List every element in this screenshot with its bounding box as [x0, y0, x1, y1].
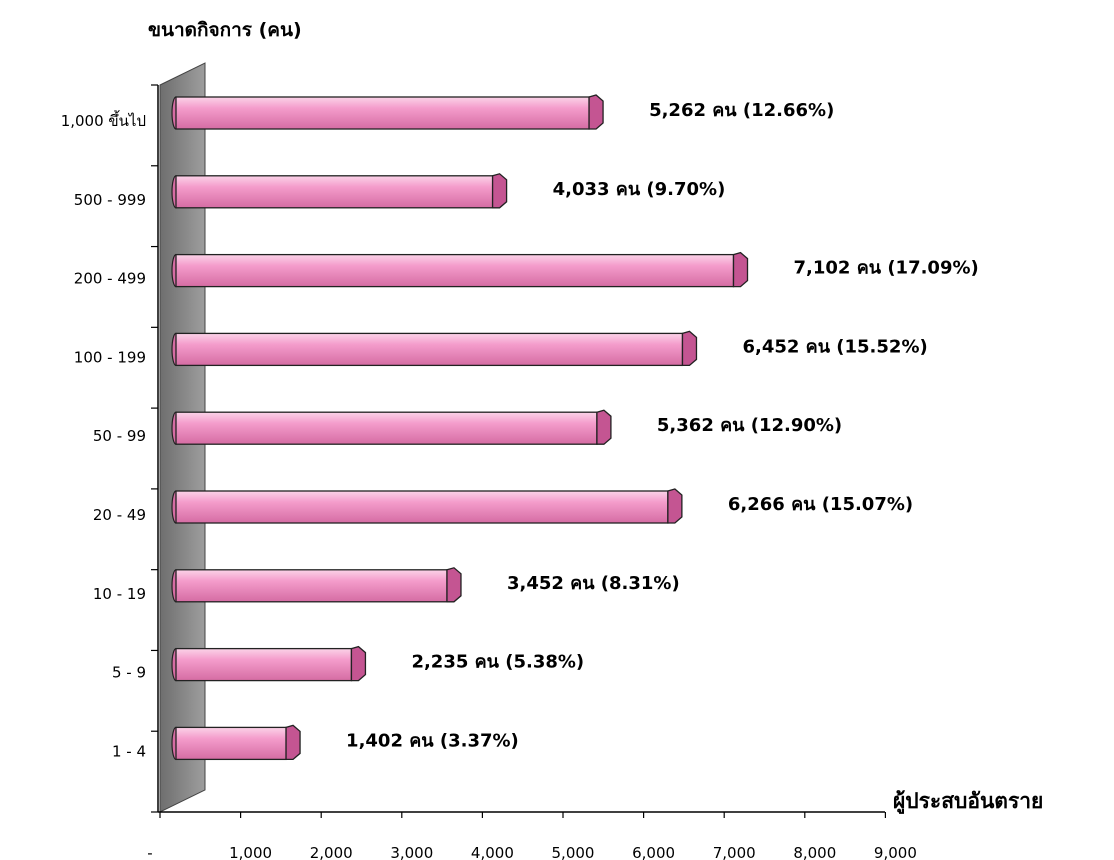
bar-end-cap	[491, 173, 508, 209]
data-label: 4,033 คน (9.70%)	[553, 179, 726, 200]
y-tick-label: 10 - 19	[93, 585, 146, 603]
data-label: 2,235 คน (5.38%)	[411, 652, 584, 673]
x-tick-label: 9,000	[874, 844, 917, 860]
bar	[175, 569, 448, 603]
x-tick-label: 6,000	[632, 844, 675, 860]
bar-end-cap	[446, 567, 462, 603]
bar	[175, 96, 590, 130]
data-label: 5,362 คน (12.90%)	[657, 415, 842, 436]
y-tick-label: 1 - 4	[112, 742, 146, 760]
data-label: 1,402 คน (3.37%)	[346, 730, 519, 751]
bar	[175, 726, 287, 761]
bar-end-cap	[732, 251, 749, 288]
bar-end-cap	[588, 94, 604, 130]
bar-end-cap	[681, 330, 698, 367]
data-label: 7,102 คน (17.09%)	[794, 258, 979, 279]
bar	[175, 332, 684, 367]
x-tick-label: 3,000	[390, 844, 433, 860]
y-tick-label: 5 - 9	[112, 664, 146, 682]
x-tick-label: -	[147, 844, 152, 860]
y-tick-label: 1,000 ขึ้นไป	[61, 110, 146, 130]
bar	[175, 175, 494, 209]
x-tick-label: 7,000	[713, 844, 756, 860]
bar	[175, 253, 735, 288]
data-label: 6,452 คน (15.52%)	[742, 336, 927, 357]
x-axis-ticks: - 1,000 2,000 3,000 4,000 5,000 6,000 7,000 8,00…	[147, 812, 917, 860]
x-tick-label: 4,000	[471, 844, 514, 860]
y-axis-ticks	[151, 84, 158, 813]
bar	[175, 490, 669, 524]
data-label: 6,266 คน (15.07%)	[728, 494, 913, 515]
bar-end-cap	[285, 724, 301, 761]
y-axis-title: ขนาดกิจการ (คน)	[148, 19, 302, 41]
x-tick-label: 1,000	[229, 844, 272, 860]
data-label: 5,262 คน (12.66%)	[649, 100, 834, 121]
data-label: 3,452 คน (8.31%)	[507, 573, 680, 594]
bar-end-cap	[596, 409, 612, 445]
y-tick-label: 200 - 499	[74, 270, 146, 288]
x-axis-title: ผู้ประสบอันตราย	[893, 789, 1043, 815]
y-tick-label: 50 - 99	[93, 427, 146, 445]
bar	[175, 647, 353, 682]
y-tick-label: 100 - 199	[74, 348, 146, 366]
bar-series: 1,000 ขึ้นไป 5,262 คน (12.66%) 500 - 999 4,…	[61, 94, 979, 761]
y-tick-label: 500 - 999	[74, 191, 146, 209]
bar	[175, 411, 598, 445]
x-tick-label: 8,000	[793, 844, 836, 860]
bar-end-cap	[350, 645, 367, 682]
x-tick-label: 5,000	[552, 844, 595, 860]
x-tick-label: 2,000	[310, 844, 353, 860]
y-tick-label: 20 - 49	[93, 506, 146, 524]
bar-end-cap	[667, 488, 683, 524]
